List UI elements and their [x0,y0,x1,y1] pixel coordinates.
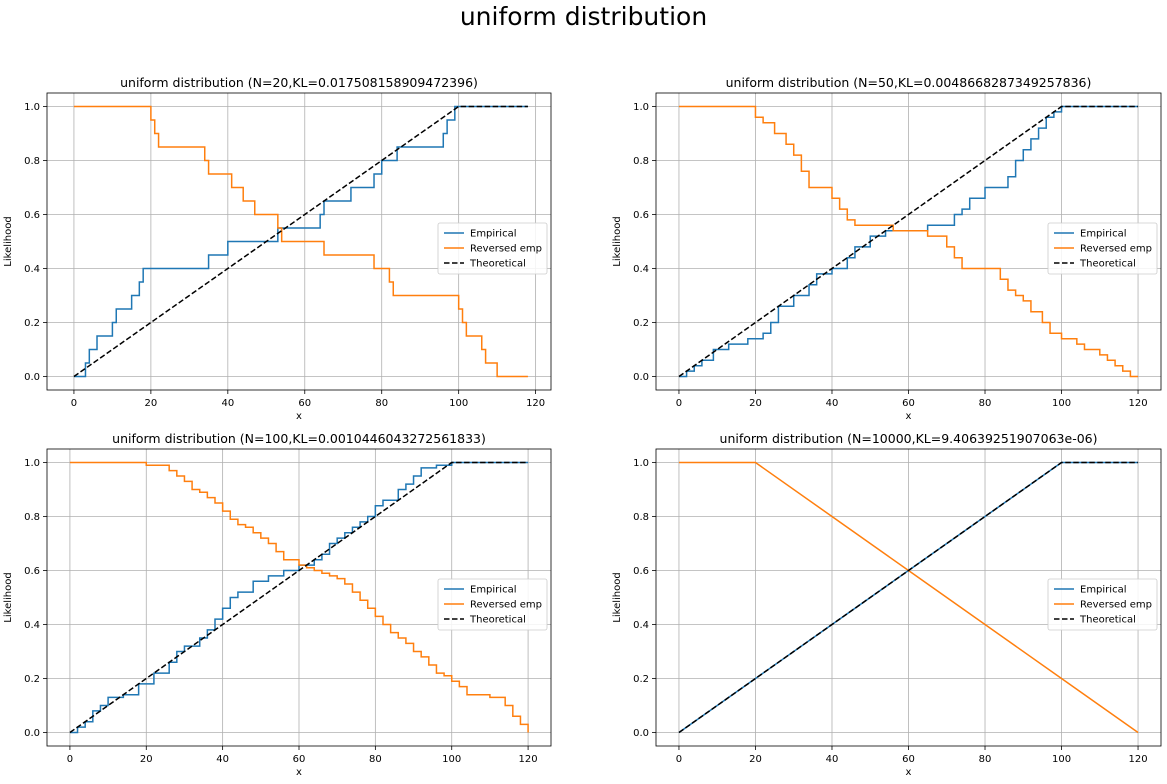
x-axis-label: x [296,411,302,422]
legend-label: Theoretical [1079,259,1136,270]
y-tick-label: 0.8 [24,156,40,167]
legend-box [437,222,548,275]
y-tick-label: 0.2 [633,674,649,685]
x-tick-label: 100 [442,754,461,765]
y-tick-label: 0.4 [24,264,40,275]
x-tick-label: 20 [749,754,762,765]
subplot-4: uniform distribution (N=10000,KL=9.40639… [612,431,1162,778]
x-tick-label: 40 [221,398,234,409]
subplot-title: uniform distribution (N=100,KL=0.0010446… [112,431,486,446]
x-axis-label: x [906,767,912,778]
x-tick-label: 100 [1052,754,1071,765]
series-line-theoretical [678,461,1139,734]
y-axis-label: Likelihood [612,572,623,622]
x-tick-label: 60 [298,398,311,409]
legend-box [437,578,548,631]
x-tick-label: 0 [676,398,682,409]
x-tick-label: 0 [71,398,77,409]
x-tick-label: 80 [979,398,992,409]
legend-label: Theoretical [469,259,526,270]
x-tick-label: 120 [519,754,538,765]
legend-box [1047,578,1158,631]
series-line-reversed-emp [69,461,529,733]
y-tick-label: 1.0 [24,102,40,113]
x-tick-label: 60 [902,398,915,409]
subplot-3: uniform distribution (N=100,KL=0.0010446… [3,431,552,778]
figure-title: uniform distribution [459,2,708,31]
x-tick-label: 0 [676,754,682,765]
series-line-reversed-emp [73,105,528,378]
series-line-theoretical [678,105,1139,378]
legend-label: Empirical [470,229,516,240]
x-tick-label: 80 [979,754,992,765]
y-axis-label: Likelihood [3,216,14,266]
y-tick-label: 1.0 [633,102,649,113]
x-tick-label: 60 [293,754,306,765]
y-tick-label: 0.4 [633,264,649,275]
x-tick-label: 0 [67,754,73,765]
y-tick-label: 0.2 [633,318,649,329]
y-tick-label: 0.6 [633,210,649,221]
legend-label: Reversed emp [1080,600,1152,611]
y-tick-label: 1.0 [633,458,649,469]
legend-label: Empirical [470,585,516,596]
legend-label: Reversed emp [470,600,542,611]
axes-frame [46,92,552,391]
y-tick-label: 0.0 [24,728,40,739]
subplot-2: uniform distribution (N=50,KL=0.00486682… [612,75,1162,422]
x-tick-label: 100 [1052,398,1071,409]
x-tick-label: 20 [140,754,153,765]
series-line-theoretical [69,461,529,734]
y-tick-label: 0.0 [633,728,649,739]
y-tick-label: 0.6 [633,566,649,577]
y-tick-label: 0.4 [633,620,649,631]
x-tick-label: 120 [526,398,545,409]
x-tick-label: 40 [216,754,229,765]
legend-label: Reversed emp [1080,244,1152,255]
x-tick-label: 80 [369,754,382,765]
series-line-empirical [69,461,529,734]
series-line-empirical [73,105,528,378]
legend-label: Empirical [1080,229,1126,240]
x-tick-label: 40 [826,754,839,765]
x-axis-label: x [906,411,912,422]
x-axis-label: x [296,767,302,778]
x-tick-label: 40 [826,398,839,409]
y-tick-label: 0.4 [24,620,40,631]
y-tick-label: 0.8 [24,512,40,523]
legend-label: Empirical [1080,585,1126,596]
x-tick-label: 100 [449,398,468,409]
y-tick-label: 0.2 [24,318,40,329]
x-tick-label: 20 [145,398,158,409]
y-tick-label: 0.0 [633,372,649,383]
subplot-title: uniform distribution (N=20,KL=0.01750815… [120,75,478,90]
y-tick-label: 0.0 [24,372,40,383]
y-axis-label: Likelihood [612,216,623,266]
y-tick-label: 0.8 [633,156,649,167]
series-line-empirical [678,105,1139,378]
y-axis-label: Likelihood [3,572,14,622]
legend-box [1047,222,1158,275]
series-line-reversed-emp [678,105,1139,378]
legend-label: Theoretical [1079,615,1136,626]
series-line-theoretical [73,105,528,378]
y-tick-label: 0.2 [24,674,40,685]
y-tick-label: 0.6 [24,210,40,221]
legend-label: Reversed emp [470,244,542,255]
x-tick-label: 120 [1128,754,1147,765]
x-tick-label: 80 [375,398,388,409]
subplot-title: uniform distribution (N=50,KL=0.00486682… [726,75,1092,90]
subplot-1: uniform distribution (N=20,KL=0.01750815… [3,75,552,422]
x-tick-label: 20 [749,398,762,409]
y-tick-label: 0.6 [24,566,40,577]
legend-label: Theoretical [469,615,526,626]
x-tick-label: 60 [902,754,915,765]
x-tick-label: 120 [1128,398,1147,409]
y-tick-label: 0.8 [633,512,649,523]
subplot-title: uniform distribution (N=10000,KL=9.40639… [720,431,1098,446]
y-tick-label: 1.0 [24,458,40,469]
